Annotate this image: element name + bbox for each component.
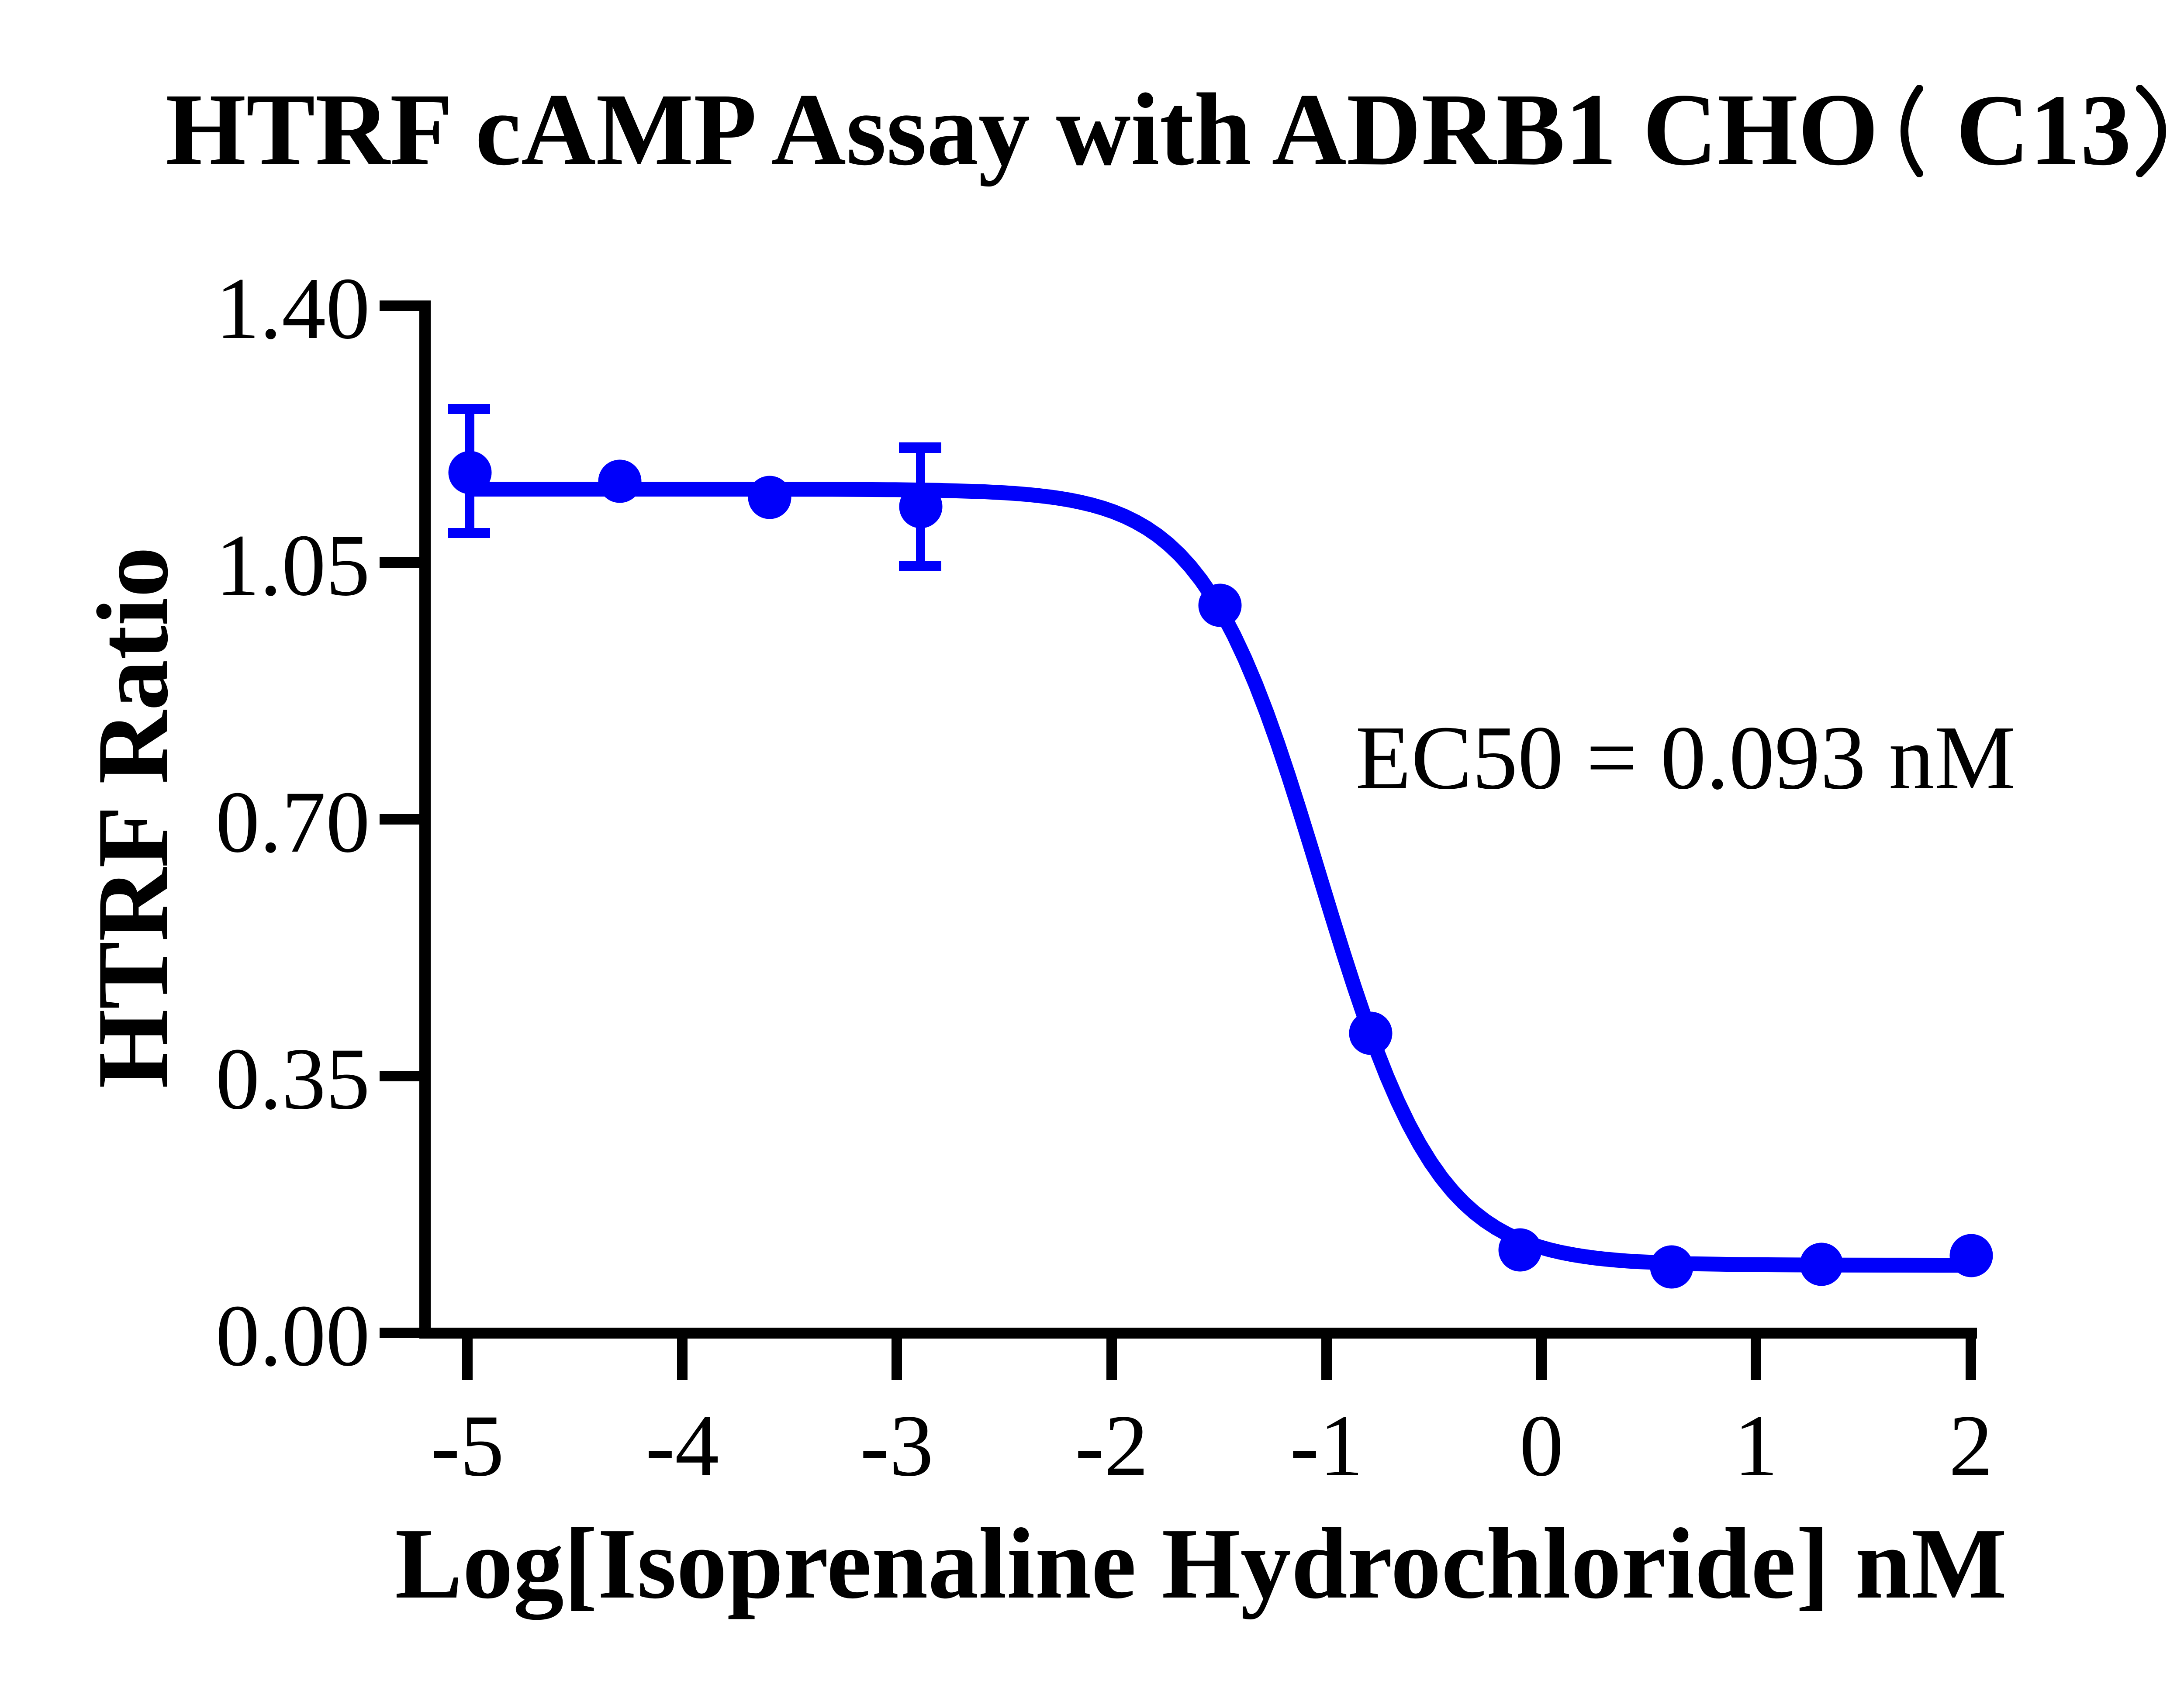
svg-text:EC50 = 0.093 nM: EC50 = 0.093 nM [1355, 707, 2015, 808]
svg-text:0: 0 [1520, 1397, 1564, 1494]
svg-text:Log[Isoprenaline Hydrochloride: Log[Isoprenaline Hydrochloride] nM [395, 1508, 2007, 1620]
svg-text:0.70: 0.70 [216, 773, 370, 871]
svg-text:1.05: 1.05 [216, 516, 370, 614]
svg-text:2: 2 [1949, 1397, 1993, 1494]
svg-text:0.35: 0.35 [216, 1030, 370, 1128]
svg-text:C13: C13 [1956, 74, 2131, 186]
svg-text:HTRF Ratio: HTRF Ratio [76, 547, 189, 1088]
svg-text:0.00: 0.00 [216, 1287, 370, 1384]
svg-text:HTRF cAMP Assay with ADRB1 CHO: HTRF cAMP Assay with ADRB1 CHO [166, 72, 1879, 187]
svg-text:1: 1 [1734, 1397, 1778, 1494]
svg-text:-2: -2 [1075, 1397, 1148, 1494]
svg-text:-3: -3 [860, 1397, 933, 1494]
svg-text:-5: -5 [431, 1397, 504, 1494]
svg-text:1.40: 1.40 [216, 259, 370, 357]
svg-text:-1: -1 [1290, 1397, 1363, 1494]
svg-text:-4: -4 [646, 1397, 719, 1494]
